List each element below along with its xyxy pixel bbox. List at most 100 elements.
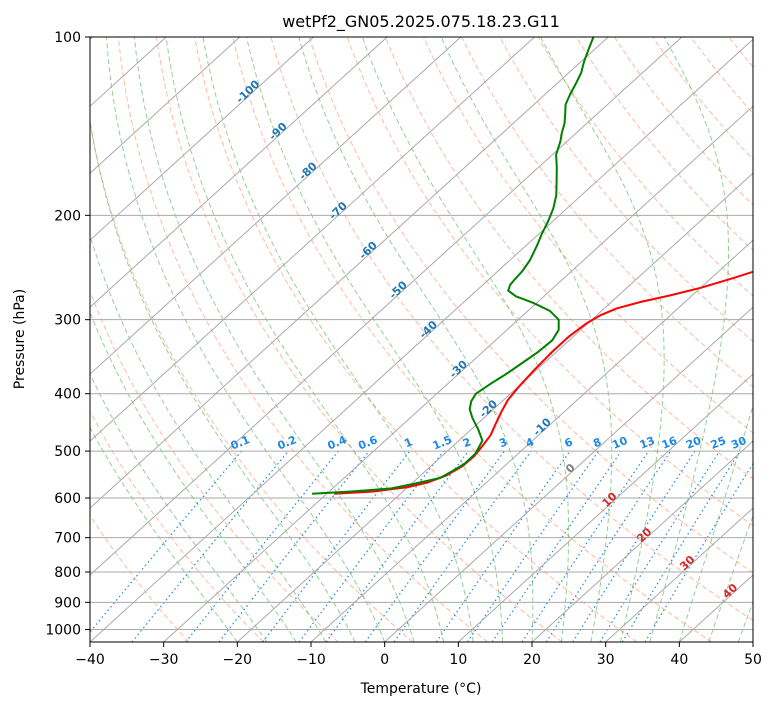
mixing-ratio-label: 13	[638, 434, 657, 452]
x-tick-label: 10	[449, 652, 467, 668]
mixing-ratio-line	[491, 450, 622, 642]
y-axis-label: Pressure (hPa)	[12, 289, 28, 389]
isotherm-line	[310, 239, 753, 642]
y-tick-label: 600	[54, 491, 81, 507]
dry-adiabat-line	[423, 37, 753, 434]
mixing-ratio-label: 36	[750, 434, 769, 452]
mixing-ratio-label: 1	[403, 435, 415, 450]
moist-adiabat-line	[106, 37, 386, 642]
mixing-ratio-label: 2	[461, 435, 473, 450]
mixing-ratio-line	[545, 450, 672, 642]
moist-adiabat-line	[165, 37, 445, 642]
mixing-ratio-line	[467, 450, 599, 642]
dry-adiabat-line	[537, 37, 753, 297]
dewpoint-profile-line	[312, 37, 595, 495]
y-axis-ticks: 100 200 300 400 500 600 700 800 900 1000	[45, 30, 90, 638]
dry-adiabats	[90, 37, 753, 642]
x-tick-label: 30	[597, 652, 615, 668]
mixing-ratio-line	[599, 450, 721, 642]
y-tick-label: 1000	[45, 622, 81, 638]
isotherm-line	[605, 507, 753, 642]
mixing-ratio-label: 3	[497, 435, 509, 450]
isotherm-line	[90, 37, 609, 509]
isotherm-line	[531, 440, 753, 642]
mixing-ratio-label: 10	[610, 434, 629, 452]
dry-adiabat-line	[613, 37, 753, 206]
moist-adiabat-line	[361, 37, 570, 642]
isotherm-line	[90, 37, 462, 375]
dry-adiabat-line	[194, 37, 638, 642]
dry-adiabat-line	[232, 37, 712, 642]
y-tick-label: 500	[54, 444, 81, 460]
y-tick-label: 100	[54, 30, 81, 46]
moist-adiabat-line	[202, 37, 474, 642]
mixing-ratio-label: 20	[684, 434, 703, 452]
isotherm-line	[90, 37, 683, 576]
dry-adiabat-line	[90, 290, 339, 642]
mixing-ratio-label: 25	[709, 434, 728, 452]
isotherm-line	[163, 105, 753, 642]
mixing-ratio-line	[218, 450, 370, 642]
isotherm-line	[90, 37, 241, 174]
isotherm-line	[384, 306, 753, 642]
isotherm-line	[90, 38, 753, 642]
isotherm-line	[90, 37, 388, 308]
mixing-ratio-line	[185, 450, 339, 642]
moist-adiabat-line	[298, 37, 534, 642]
plot-frame	[89, 36, 754, 643]
temperature-profile-line	[334, 270, 753, 495]
x-tick-label: 0	[380, 652, 389, 668]
mixing-ratio-line	[298, 450, 444, 642]
x-tick-label: 50	[744, 652, 762, 668]
mixing-ratio-label: 30	[729, 434, 748, 452]
sounding-profiles	[312, 37, 753, 495]
moist-adiabat-line	[678, 404, 753, 642]
mixing-ratio-label: 8	[591, 435, 603, 450]
mixing-ratio-line	[393, 450, 532, 642]
mixing-ratio-label: 16	[660, 434, 679, 452]
moist-adiabat-line	[133, 37, 415, 642]
dry-adiabat-line	[308, 37, 753, 574]
dry-adiabat-line	[117, 37, 488, 642]
mixing-ratio-line	[521, 450, 650, 642]
x-tick-label: −40	[75, 652, 105, 668]
moist-adiabat-line	[90, 117, 356, 642]
chart-title: wetPf2_GN05.2025.075.18.23.G11	[282, 12, 560, 32]
y-tick-label: 400	[54, 387, 81, 403]
x-tick-label: 40	[670, 652, 688, 668]
dry-adiabat-line	[461, 37, 753, 388]
x-axis-ticks: −40 −30 −20 −10 0 10 20 30 40 50	[75, 642, 762, 668]
y-tick-label: 800	[54, 565, 81, 581]
moist-adiabat-line	[440, 37, 613, 642]
x-tick-label: −30	[149, 652, 179, 668]
y-tick-label: 300	[54, 313, 81, 329]
x-tick-label: −20	[223, 652, 253, 668]
y-tick-label: 900	[54, 595, 81, 611]
moist-adiabat-line	[90, 233, 327, 642]
moist-adiabat-line	[90, 372, 268, 642]
moist-adiabat-line	[90, 426, 238, 642]
dry-adiabat-line	[90, 119, 414, 642]
y-tick-label: 700	[54, 531, 81, 547]
moist-adiabat-line	[540, 37, 665, 642]
mixing-ratio-line	[572, 450, 696, 642]
moist-adiabat-line	[708, 514, 753, 642]
dry-adiabat-line	[385, 37, 753, 480]
dry-adiabat-line	[346, 37, 753, 527]
dry-adiabat-line	[270, 37, 753, 622]
y-tick-label: 200	[54, 208, 81, 224]
mixing-ratio-line	[435, 450, 571, 642]
isotherms	[90, 37, 753, 642]
isotherm-line	[236, 172, 753, 642]
moist-adiabat-line	[246, 37, 503, 642]
x-axis-label: Temperature (°C)	[360, 681, 482, 697]
x-tick-label: 20	[523, 652, 541, 668]
isotherm-line	[90, 37, 314, 241]
x-tick-label: −10	[296, 652, 326, 668]
moist-adiabats	[90, 37, 753, 642]
dry-adiabat-line	[652, 37, 753, 161]
isotherm-line	[457, 373, 753, 642]
moist-adiabat-line	[90, 310, 297, 642]
